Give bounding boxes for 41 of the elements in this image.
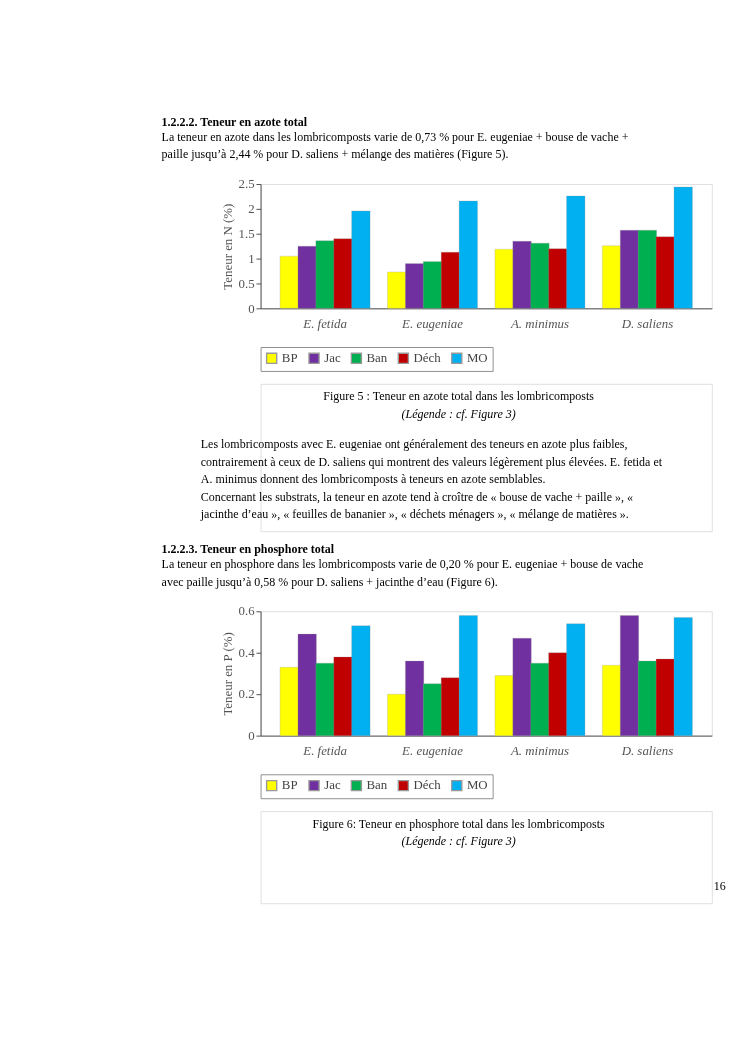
legend-label: Déch bbox=[413, 351, 442, 366]
x-tick-label: D. saliens bbox=[620, 317, 674, 332]
caption: Figure 5 : Teneur en azote total dans les lombricomposts bbox=[323, 389, 595, 404]
x-tick-label: E. fetida bbox=[302, 744, 347, 759]
chart-subtitle: La teneur en azote dans les lombricomposts varie de 0,73 % pour E. eugeniae + bouse de vache + paille jusqu’à 2,44 % pour D. saliens + mélange des matières (Figure 5). bbox=[161, 129, 629, 162]
y-axis-title: Teneur en N (%) bbox=[221, 203, 236, 290]
legend-label: BP bbox=[281, 778, 298, 793]
y-tick-label: 2.5 bbox=[238, 177, 255, 192]
caption: Figure 6: Teneur en phosphore total dans les lombricomposts bbox=[312, 816, 605, 831]
x-tick-label: E. eugeniae bbox=[401, 317, 464, 332]
x-tick-label: A. minimus bbox=[509, 317, 569, 332]
legend-label: Déch bbox=[413, 778, 442, 793]
text: 16 bbox=[713, 879, 726, 894]
y-tick-label: 0.4 bbox=[238, 645, 256, 660]
y-tick-label: 0.6 bbox=[238, 604, 256, 619]
legend-label: MO bbox=[466, 351, 488, 366]
y-tick-label: 0 bbox=[248, 301, 255, 316]
legend-label: Ban bbox=[366, 351, 388, 366]
x-tick-label: E. eugeniae bbox=[401, 744, 464, 759]
text: (Légende : cf. Figure 3) bbox=[401, 406, 516, 421]
text: (Légende : cf. Figure 3) bbox=[401, 834, 516, 849]
chart-title: 1.2.2.3. Teneur en phosphore total bbox=[161, 542, 335, 557]
y-tick-label: 2 bbox=[248, 202, 255, 217]
legend-label: MO bbox=[466, 778, 488, 793]
x-tick-label: A. minimus bbox=[509, 744, 569, 759]
chart-title: 1.2.2.2. Teneur en azote total bbox=[161, 115, 308, 130]
text: Concernant les substrats, la teneur en azote tend à croître de « bouse de vache + paille », « jacinthe d’eau », « feuilles de bananier », « déchets ménagers », « mélange de matières ». bbox=[199, 489, 633, 522]
x-tick-label: D. saliens bbox=[620, 744, 674, 759]
y-tick-label: 0.2 bbox=[238, 687, 255, 702]
legend-label: BP bbox=[281, 351, 298, 366]
legend-label: Jac bbox=[324, 778, 341, 793]
y-tick-label: 0 bbox=[248, 728, 255, 743]
y-tick-label: 1.5 bbox=[238, 226, 255, 241]
text: Les lombricomposts avec E. eugeniae ont généralement des teneurs en azote plus faibles, contrairement à ceux de D. saliens qui montrent des valeurs légèrement plus élevées. E. fetida et A. minimus donnent des lombricomposts à teneurs en azote semblables. bbox=[200, 437, 663, 487]
legend-label: Ban bbox=[366, 778, 388, 793]
legend-label: Jac bbox=[324, 351, 341, 366]
y-tick-label: 1 bbox=[248, 251, 255, 266]
chart-subtitle: La teneur en phosphore dans les lombricomposts varie de 0,20 % pour E. eugeniae + bouse de vache avec paille jusqu’à 0,58 % pour D. saliens + jacinthe d’eau (Figure 6). bbox=[161, 557, 644, 589]
y-tick-label: 0.5 bbox=[238, 276, 255, 291]
x-tick-label: E. fetida bbox=[302, 317, 347, 332]
y-axis-title: Teneur en P (%) bbox=[221, 632, 236, 716]
